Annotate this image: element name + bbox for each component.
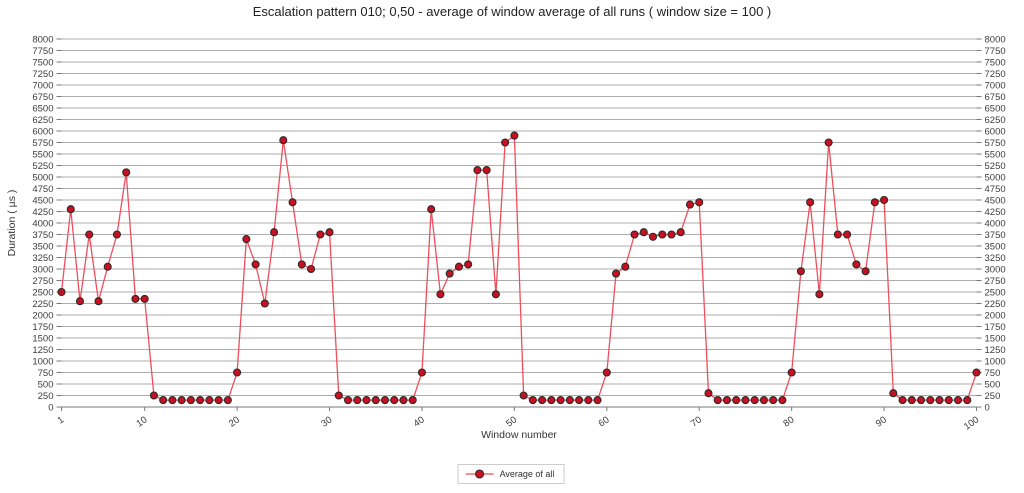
svg-text:4500: 4500 [32,196,53,207]
svg-text:5250: 5250 [985,161,1006,172]
svg-text:2500: 2500 [32,288,53,299]
svg-text:1250: 1250 [32,345,53,356]
svg-text:7250: 7250 [985,69,1006,80]
svg-text:6250: 6250 [32,115,53,126]
svg-text:2750: 2750 [32,276,53,287]
svg-text:2000: 2000 [32,311,53,322]
svg-text:8000: 8000 [985,35,1006,46]
svg-text:4250: 4250 [985,207,1006,218]
svg-text:7500: 7500 [32,58,53,69]
svg-text:8000: 8000 [32,35,53,46]
svg-text:4000: 4000 [985,219,1006,230]
svg-text:250: 250 [985,391,1001,402]
svg-text:4000: 4000 [32,219,53,230]
svg-text:2000: 2000 [985,311,1006,322]
svg-text:7750: 7750 [32,46,53,57]
svg-text:50: 50 [504,414,519,429]
legend-marker-icon [465,469,494,479]
svg-text:7000: 7000 [985,81,1006,92]
svg-text:1000: 1000 [32,357,53,368]
svg-text:4500: 4500 [985,196,1006,207]
svg-text:5750: 5750 [985,138,1006,149]
svg-text:2250: 2250 [32,299,53,310]
svg-text:1750: 1750 [32,322,53,333]
svg-text:2750: 2750 [985,276,1006,287]
svg-text:1250: 1250 [985,345,1006,356]
svg-text:6500: 6500 [32,104,53,115]
svg-text:5000: 5000 [985,173,1006,184]
svg-text:5500: 5500 [985,150,1006,161]
svg-text:20: 20 [227,414,242,429]
svg-text:80: 80 [781,414,796,429]
svg-text:250: 250 [38,391,54,402]
x-axis-title: Window number [481,429,557,441]
svg-text:10: 10 [134,414,149,429]
legend: Average of all [457,464,565,484]
svg-text:3750: 3750 [985,230,1006,241]
svg-text:4750: 4750 [32,184,53,195]
svg-text:750: 750 [985,368,1001,379]
svg-text:500: 500 [38,380,54,391]
svg-text:3500: 3500 [32,242,53,253]
svg-text:1750: 1750 [985,322,1006,333]
svg-text:750: 750 [38,368,54,379]
svg-text:30: 30 [319,414,334,429]
svg-text:3750: 3750 [32,230,53,241]
svg-text:2250: 2250 [985,299,1006,310]
svg-text:0: 0 [985,403,990,414]
svg-text:1500: 1500 [32,334,53,345]
svg-text:90: 90 [874,414,889,429]
chart-title: Escalation pattern 010; 0,50 - average o… [252,4,772,19]
svg-text:500: 500 [985,380,1001,391]
svg-text:70: 70 [689,414,704,429]
svg-text:1000: 1000 [985,357,1006,368]
svg-text:5500: 5500 [32,150,53,161]
svg-text:3250: 3250 [985,253,1006,264]
legend-label: Average of all [499,469,555,479]
svg-text:3000: 3000 [985,265,1006,276]
svg-text:7250: 7250 [32,69,53,80]
svg-text:5250: 5250 [32,161,53,172]
svg-text:6750: 6750 [985,92,1006,103]
svg-text:6000: 6000 [985,127,1006,138]
svg-text:4250: 4250 [32,207,53,218]
svg-text:60: 60 [597,414,612,429]
svg-text:7750: 7750 [985,46,1006,57]
svg-text:3250: 3250 [32,253,53,264]
svg-text:3000: 3000 [32,265,53,276]
svg-text:5750: 5750 [32,138,53,149]
svg-text:6250: 6250 [985,115,1006,126]
svg-text:0: 0 [48,403,53,414]
svg-text:4750: 4750 [985,184,1006,195]
svg-text:6750: 6750 [32,92,53,103]
y-axis-title: Duration ( µs ) [6,189,18,257]
svg-text:2500: 2500 [985,288,1006,299]
svg-text:3500: 3500 [985,242,1006,253]
svg-text:100: 100 [962,414,981,432]
svg-text:7500: 7500 [985,58,1006,69]
svg-text:5000: 5000 [32,173,53,184]
svg-text:1: 1 [56,414,67,426]
svg-text:6000: 6000 [32,127,53,138]
svg-text:6500: 6500 [985,104,1006,115]
svg-text:1500: 1500 [985,334,1006,345]
svg-text:7000: 7000 [32,81,53,92]
svg-text:40: 40 [412,414,427,429]
